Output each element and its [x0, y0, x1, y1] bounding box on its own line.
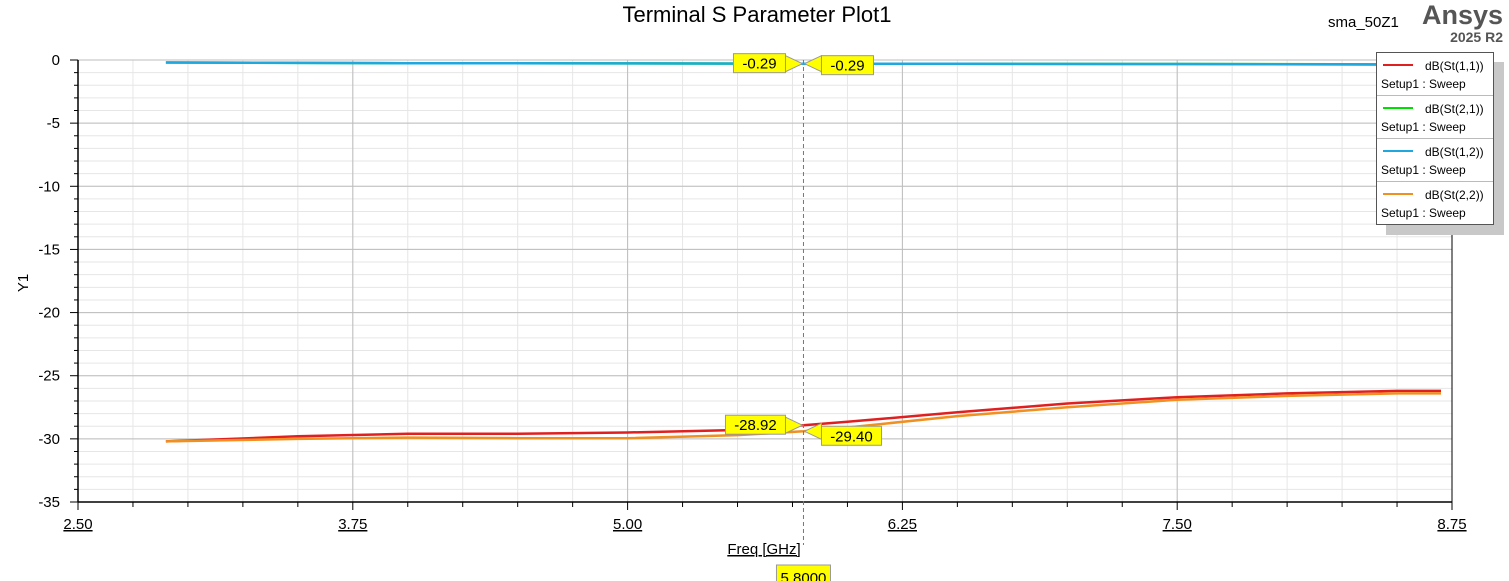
marker-readout-value: -0.29: [830, 58, 864, 75]
legend-series-name: dB(St(2,2)): [1425, 188, 1484, 202]
legend-item[interactable]: dB(St(1,1)) Setup1 : Sweep: [1377, 53, 1493, 96]
y-tick-label: -5: [47, 115, 60, 132]
y-tick-label: -30: [38, 431, 60, 448]
legend-item[interactable]: dB(St(1,2)) Setup1 : Sweep: [1377, 139, 1493, 182]
legend-item[interactable]: dB(St(2,1)) Setup1 : Sweep: [1377, 96, 1493, 139]
y-tick-label: -25: [38, 368, 60, 385]
x-tick-label: 8.75: [1437, 516, 1466, 533]
x-tick-label: 2.50: [63, 516, 92, 533]
x-tick-labels: 2.50 3.75 5.00 6.25 7.50 8.75: [63, 516, 1466, 533]
legend-swatch: [1383, 64, 1413, 66]
marker-x-label: 5.8000: [781, 570, 827, 581]
legend-item[interactable]: dB(St(2,2)) Setup1 : Sweep: [1377, 182, 1493, 224]
design-name: sma_50Z1: [1328, 14, 1399, 31]
legend-setup-name: Setup1 : Sweep: [1381, 120, 1466, 134]
x-tick-label: 5.00: [613, 516, 642, 533]
axes: [70, 59, 1453, 510]
y-tick-labels: 0 -5 -10 -15 -20 -25 -30 -35: [38, 52, 60, 511]
brand-name: Ansys: [1421, 0, 1503, 30]
legend-series-name: dB(St(2,1)): [1425, 102, 1484, 116]
y-tick-label: 0: [52, 52, 60, 69]
legend[interactable]: dB(St(1,1)) Setup1 : Sweep dB(St(2,1)) Setu…: [1376, 52, 1494, 225]
legend-swatch: [1383, 107, 1413, 109]
series-line-db-st-1-1: [165, 389, 1441, 443]
x-tick-label: 7.50: [1163, 516, 1192, 533]
legend-swatch: [1383, 150, 1413, 152]
marker-readout-box: [724, 414, 786, 435]
marker-readout-box: [820, 55, 874, 76]
y-tick-label: -15: [38, 241, 60, 258]
marker-readouts[interactable]: 5.8000 -0.29 -0.29 -28.92 -29.40: [724, 53, 882, 581]
legend-series-name: dB(St(1,1)): [1425, 59, 1484, 73]
x-tick-label: 3.75: [338, 516, 367, 533]
legend-setup-name: Setup1 : Sweep: [1381, 163, 1466, 177]
chart-title: Terminal S Parameter Plot1: [623, 2, 892, 27]
legend-series-name: dB(St(1,2)): [1425, 145, 1484, 159]
marker-readout-box: [820, 425, 882, 446]
marker-readout-value: -29.40: [830, 428, 873, 445]
legend-swatch: [1383, 193, 1413, 195]
x-axis-label: Freq [GHz]: [727, 541, 800, 558]
marker-readout-value: -28.92: [734, 417, 777, 434]
y-axis-label: Y1: [15, 274, 32, 292]
ansys-logo: Ansys 2025 R2: [1422, 0, 1503, 44]
x-tick-label: 6.25: [888, 516, 917, 533]
legend-setup-name: Setup1 : Sweep: [1381, 206, 1466, 220]
marker-readout-box: [732, 53, 786, 74]
marker-readout-value: -0.29: [742, 56, 776, 73]
marker-x-label-box: [775, 564, 831, 581]
y-tick-label: -35: [38, 494, 60, 511]
legend-setup-name: Setup1 : Sweep: [1381, 77, 1466, 91]
brand-version: 2025 R2: [1450, 29, 1503, 45]
y-tick-label: -20: [38, 305, 60, 322]
y-tick-label: -10: [38, 178, 60, 195]
